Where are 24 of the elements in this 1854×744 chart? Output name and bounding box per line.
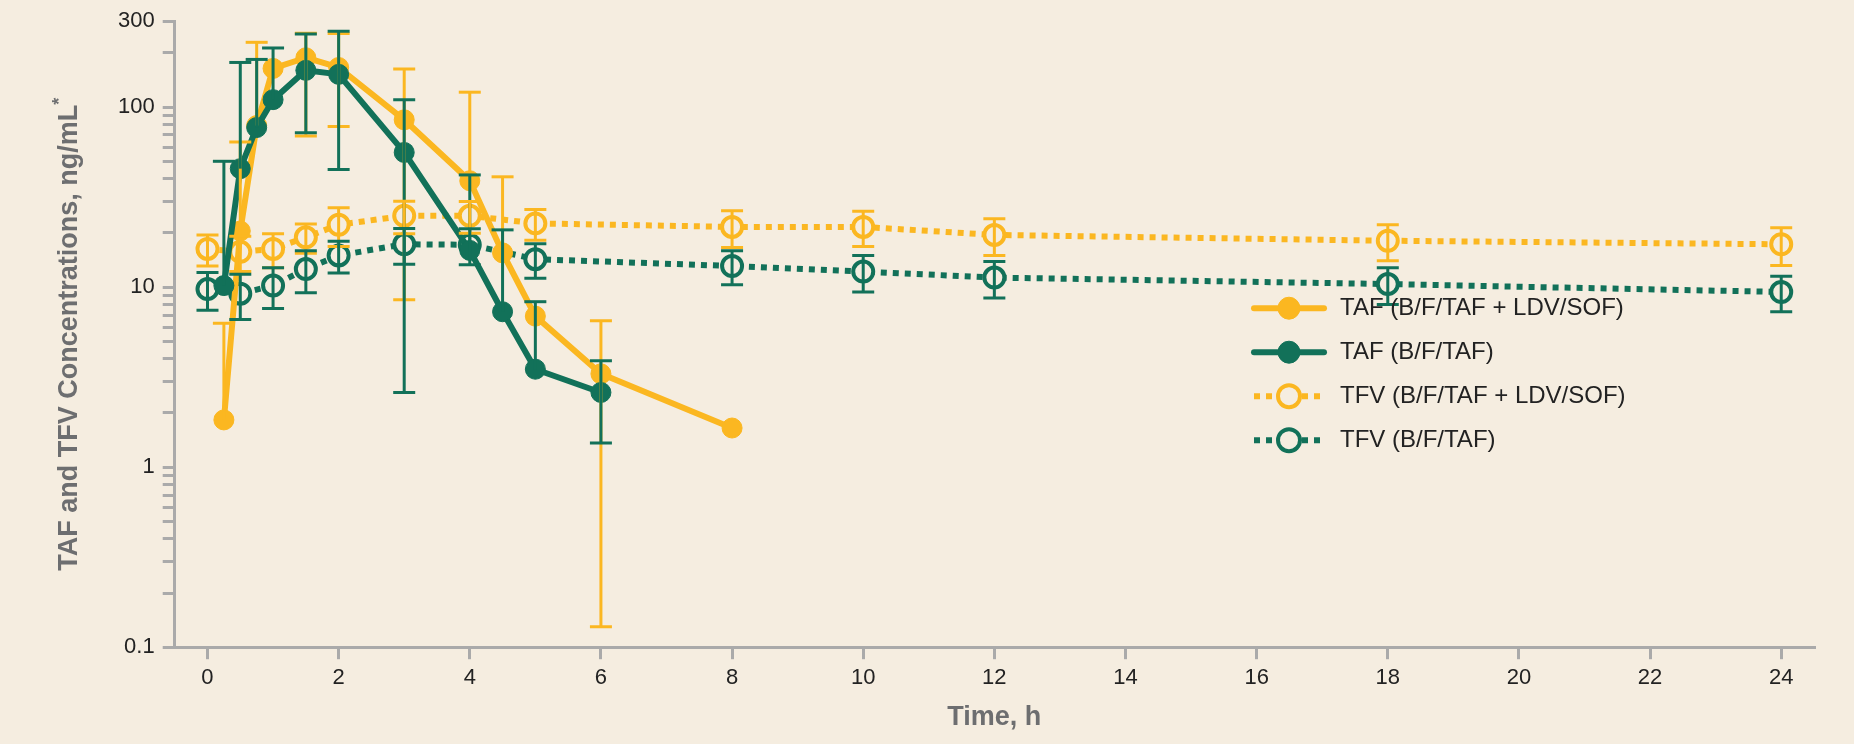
x-tick-label: 16 (1244, 664, 1269, 690)
y-tick-label: 10 (130, 273, 155, 299)
y-tick-label: 0.1 (124, 633, 155, 659)
x-tick-label: 22 (1637, 664, 1663, 690)
x-tick-label: 14 (1113, 664, 1138, 690)
x-tick-label: 18 (1375, 664, 1401, 690)
x-tick-label: 10 (850, 664, 876, 690)
y-tick-label: 1 (142, 453, 155, 479)
x-tick-label: 0 (201, 664, 214, 690)
x-tick-label: 2 (332, 664, 345, 690)
legend-label: TFV (B/F/TAF + LDV/SOF) (1340, 380, 1626, 408)
y-tick-label: 100 (117, 93, 155, 119)
x-axis-title: Time, h (947, 701, 1042, 732)
legend-label: TAF (B/F/TAF + LDV/SOF) (1340, 292, 1624, 320)
x-tick-label: 4 (463, 664, 476, 690)
legend-label: TFV (B/F/TAF) (1340, 424, 1496, 452)
x-tick-label: 6 (594, 664, 608, 690)
x-tick-label: 8 (725, 664, 739, 690)
y-tick-label: 300 (117, 7, 155, 33)
y-axis-title: TAF and TFV Concentrations, ng/mL* (48, 97, 84, 571)
x-tick-label: 20 (1506, 664, 1532, 690)
x-tick-label: 24 (1768, 664, 1794, 690)
x-tick-label: 12 (982, 664, 1007, 690)
legend-label: TAF (B/F/TAF) (1340, 336, 1494, 364)
